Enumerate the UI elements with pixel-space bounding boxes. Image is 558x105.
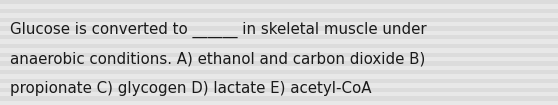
Bar — [0, 31, 558, 35]
Text: Glucose is converted to ______ in skeletal muscle under: Glucose is converted to ______ in skelet… — [10, 21, 427, 37]
Bar — [0, 92, 558, 96]
Bar — [0, 4, 558, 9]
Bar — [0, 74, 558, 79]
Bar — [0, 48, 558, 52]
Text: propionate C) glycogen D) lactate E) acetyl-CoA: propionate C) glycogen D) lactate E) ace… — [10, 81, 372, 96]
Bar — [0, 39, 558, 44]
Text: anaerobic conditions. A) ethanol and carbon dioxide B): anaerobic conditions. A) ethanol and car… — [10, 51, 425, 66]
Bar — [0, 101, 558, 105]
Bar — [0, 22, 558, 26]
Bar — [0, 57, 558, 61]
Bar — [0, 83, 558, 87]
Bar — [0, 13, 558, 18]
Bar — [0, 66, 558, 70]
